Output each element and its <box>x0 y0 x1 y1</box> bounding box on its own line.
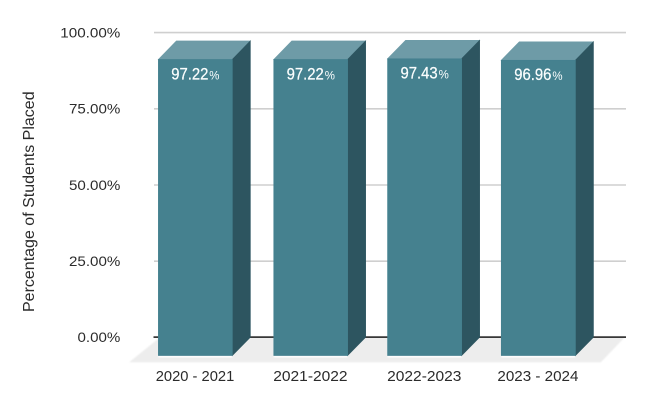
svg-text:97.22: 97.22 <box>287 64 324 83</box>
svg-text:%: % <box>552 69 562 83</box>
svg-text:25.00%: 25.00% <box>69 253 120 269</box>
svg-text:97.22: 97.22 <box>171 64 208 83</box>
svg-text:%: % <box>439 68 449 82</box>
svg-text:%: % <box>209 68 219 82</box>
svg-text:2021-2022: 2021-2022 <box>273 368 347 385</box>
svg-text:50.00%: 50.00% <box>69 177 120 193</box>
svg-text:2020 - 2021: 2020 - 2021 <box>156 368 235 385</box>
svg-text:100.00%: 100.00% <box>60 24 120 40</box>
svg-text:0.00%: 0.00% <box>78 329 121 345</box>
svg-text:%: % <box>325 68 335 82</box>
svg-text:96.96: 96.96 <box>514 65 551 84</box>
svg-text:97.43: 97.43 <box>401 64 438 83</box>
svg-text:75.00%: 75.00% <box>69 101 120 117</box>
svg-text:Percentage of Students Placed: Percentage of Students Placed <box>21 91 38 312</box>
svg-text:2022-2023: 2022-2023 <box>387 368 461 385</box>
svg-text:2023 - 2024: 2023 - 2024 <box>497 368 578 385</box>
